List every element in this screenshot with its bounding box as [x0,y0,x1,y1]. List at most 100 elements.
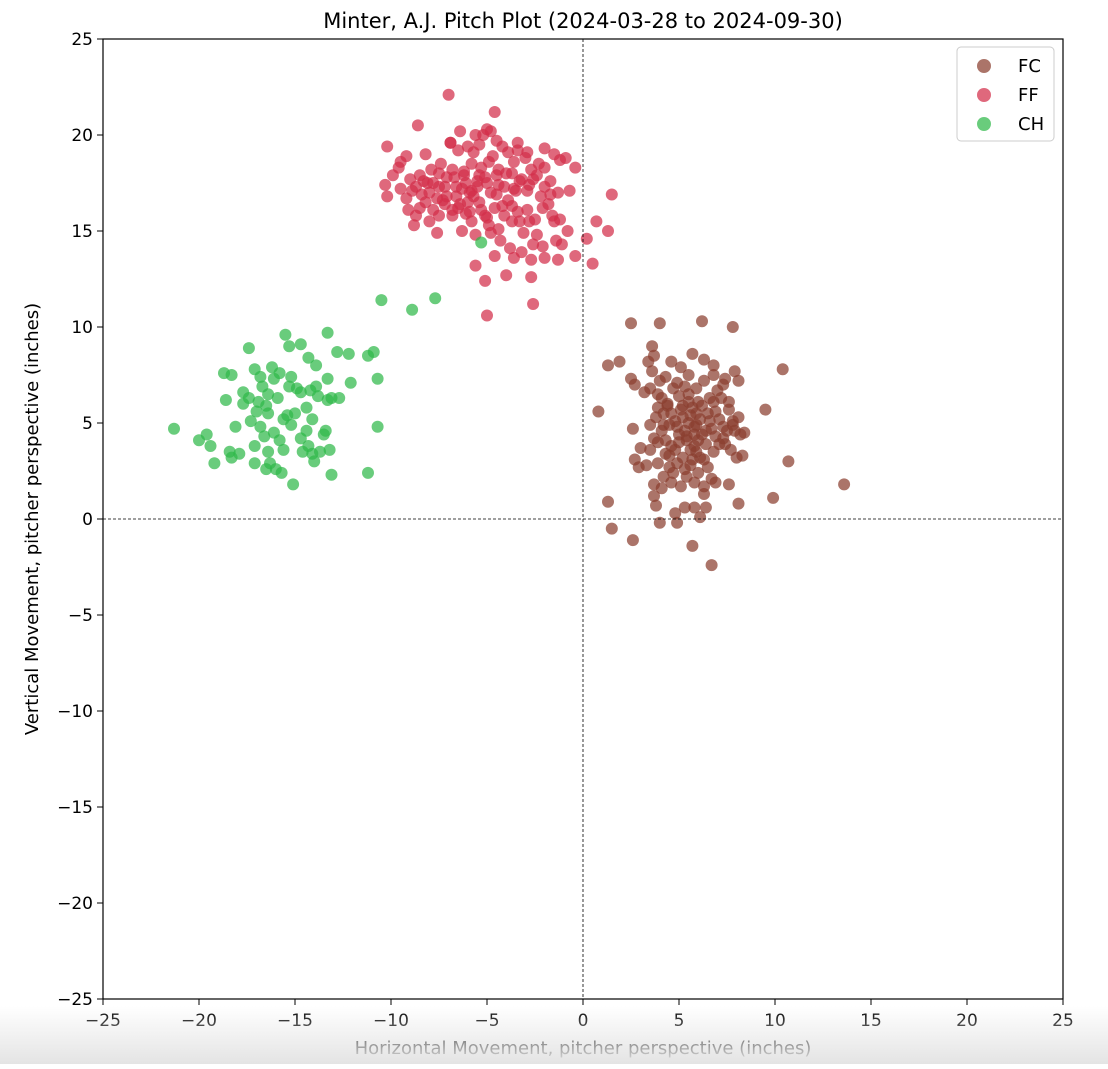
point-ch [310,359,323,372]
point-ch [475,236,488,249]
point-ch [367,346,380,358]
point-ch [371,372,384,385]
point-fc [711,384,724,397]
point-ff [400,192,413,205]
point-ff [469,259,482,272]
point-ff [521,203,534,216]
point-ff [433,180,445,193]
point-fc [644,418,657,431]
point-fc [730,451,743,464]
point-ff [456,225,468,237]
y-tick-label: 20 [71,126,93,146]
point-fc [776,363,789,376]
point-ff [490,134,503,147]
point-ff [381,140,394,153]
point-fc [653,516,666,529]
point-fc [728,365,741,378]
point-ff [519,152,532,164]
point-fc [680,430,693,443]
point-fc [699,501,712,514]
point-fc [674,361,687,374]
point-fc [698,488,710,500]
point-ff [523,215,536,228]
point-ff [454,125,467,138]
y-tick-label: 10 [71,318,93,338]
point-fc [698,353,710,366]
point-fc [625,317,637,330]
point-fc [628,378,641,391]
point-ch [300,401,313,414]
legend: FC FF CH [956,46,1055,142]
point-ff [569,161,582,174]
point-ch [375,294,388,307]
y-axis-ticks: −25 −20 −15 −10 −5 0 5 10 15 20 25 [57,30,103,1010]
point-ch [362,466,374,479]
point-ff [482,219,495,232]
point-ch [294,432,307,445]
point-ch [204,440,217,452]
point-ff [506,167,518,180]
legend-marker [977,88,991,102]
point-fc [646,365,659,378]
point-ff [538,161,551,174]
point-fc [688,476,701,489]
point-fc [705,559,718,572]
point-ch [310,380,323,393]
point-ff [492,163,505,176]
point-fc [644,443,657,456]
point-fc [602,495,614,508]
point-fc [692,466,705,479]
x-tick-label: −25 [85,1011,121,1031]
point-fc [646,340,659,353]
point-fc [657,418,670,431]
point-fc [613,355,626,368]
point-fc [651,457,664,470]
point-ff [423,215,436,228]
point-ff [511,205,524,218]
point-ch [219,394,232,406]
point-ff [488,106,501,118]
point-fc [707,359,720,372]
points-layer [168,88,851,572]
legend-marker [977,117,991,131]
point-ff [492,223,505,236]
point-ff [527,173,540,186]
point-ff [433,209,445,222]
point-fc [694,511,707,524]
point-ff [552,253,564,266]
point-ch [308,455,321,468]
point-ch [429,292,442,305]
point-ch [371,420,384,433]
point-ff [500,269,513,282]
point-ff [586,257,599,270]
x-tick-label: −10 [373,1011,409,1031]
point-fc [838,478,851,491]
point-ff [498,180,511,193]
point-ch [285,370,298,383]
series-ff [379,88,618,322]
point-ch [321,372,334,385]
legend-entry-fc: FC [977,56,1041,77]
point-fc [732,497,745,510]
point-fc [602,359,614,372]
point-fc [699,438,712,451]
point-ch [275,466,288,479]
point-ff [494,234,507,247]
point-ff [479,209,492,222]
point-ff [538,251,551,264]
point-ff [580,232,593,245]
point-fc [676,411,689,424]
point-ch [260,399,273,412]
point-ff [394,182,407,195]
point-ch [287,478,300,491]
reference-lines [103,39,1063,999]
point-ff [459,207,472,220]
point-ch [281,409,294,422]
point-ff [444,136,457,149]
point-fc [696,315,708,328]
point-fc [722,478,735,491]
point-ch [244,415,257,428]
point-fc [648,490,660,502]
point-ff [555,238,568,251]
